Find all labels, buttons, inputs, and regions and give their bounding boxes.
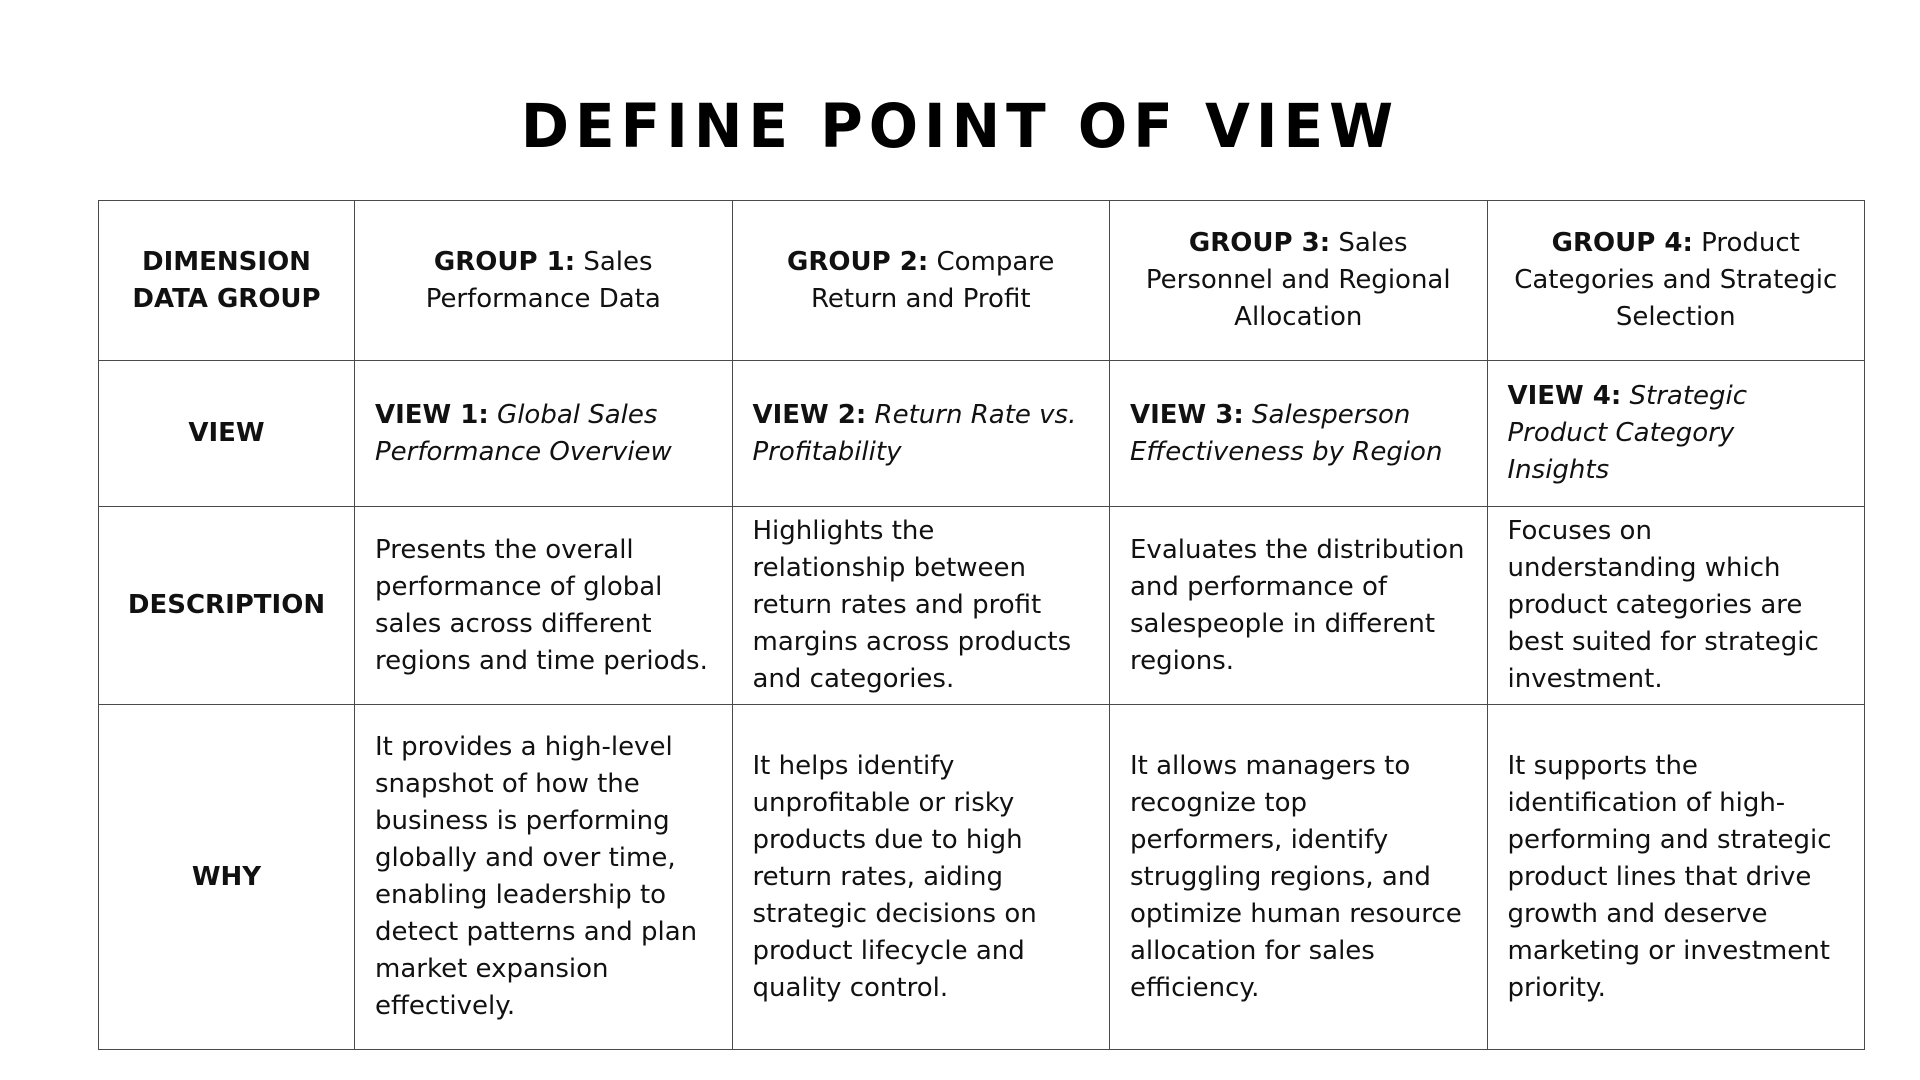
description-cell: Focuses on understanding which product c… [1486, 506, 1865, 705]
point-of-view-table: DIMENSION DATA GROUP GROUP 1: Sales Perf… [98, 200, 1865, 1050]
description-cell: Presents the overall performance of glob… [354, 506, 733, 705]
group-name: Sales Personnel and Regional Allocation [1145, 228, 1451, 332]
row-header-description: DESCRIPTION [98, 506, 355, 705]
view-cell: VIEW 4: Strategic Product Category Insig… [1486, 360, 1865, 507]
description-cell: Evaluates the distribution and performan… [1109, 506, 1488, 705]
why-row: WHY It provides a high-level snapshot of… [98, 704, 1865, 1050]
view-cell: VIEW 3: Salesperson Effectiveness by Reg… [1109, 360, 1488, 507]
view-label: VIEW 4: [1507, 381, 1622, 411]
row-header-dimension: DIMENSION DATA GROUP [98, 200, 355, 361]
row-header-view: VIEW [98, 360, 355, 507]
why-cell: It allows managers to recognize top perf… [1109, 704, 1488, 1050]
group-label: GROUP 1: [433, 246, 576, 277]
group-cell: GROUP 1: Sales Performance Data [354, 200, 733, 361]
view-name: Return Rate vs. Profitability [752, 399, 1077, 467]
group-label: GROUP 4: [1551, 228, 1693, 258]
view-label: VIEW 3: [1130, 399, 1244, 430]
view-name: Strategic Product Category Insights [1507, 381, 1748, 485]
page-title: DEFINE POINT OF VIEW [520, 90, 1400, 162]
group-cell: GROUP 2: Compare Return and Profit [731, 200, 1110, 361]
view-row: VIEW VIEW 1: Global Sales Performance Ov… [98, 360, 1865, 507]
group-label: GROUP 3: [1188, 228, 1331, 258]
row-header-why: WHY [98, 704, 355, 1050]
group-cell: GROUP 3: Sales Personnel and Regional Al… [1109, 200, 1488, 361]
group-name: Sales Performance Data [425, 246, 661, 314]
why-cell: It helps identify unprofitable or risky … [731, 704, 1110, 1050]
why-cell: It provides a high-level snapshot of how… [354, 704, 733, 1050]
group-label: GROUP 2: [787, 246, 929, 277]
view-label: VIEW 1: [375, 399, 489, 430]
view-label: VIEW 2: [752, 399, 867, 430]
description-cell: Highlights the relationship between retu… [731, 506, 1110, 705]
why-cell: It supports the identification of high-p… [1486, 704, 1865, 1050]
view-cell: VIEW 2: Return Rate vs. Profitability [731, 360, 1110, 507]
group-name: Compare Return and Profit [810, 246, 1055, 314]
group-cell: GROUP 4: Product Categories and Strategi… [1486, 200, 1865, 361]
view-name: Salesperson Effectiveness by Region [1130, 399, 1443, 467]
view-cell: VIEW 1: Global Sales Performance Overvie… [354, 360, 733, 507]
view-name: Global Sales Performance Overview [375, 399, 672, 467]
group-name: Product Categories and Strategic Selecti… [1514, 228, 1838, 332]
description-row: DESCRIPTION Presents the overall perform… [98, 506, 1865, 705]
dimension-row: DIMENSION DATA GROUP GROUP 1: Sales Perf… [98, 200, 1865, 361]
